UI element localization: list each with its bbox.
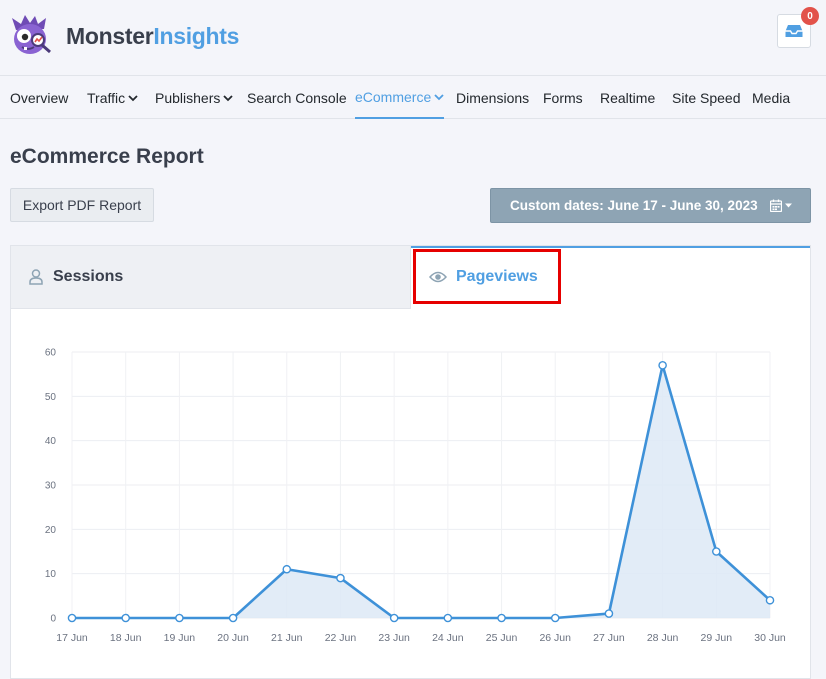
x-tick-label: 29 Jun [701, 632, 733, 644]
nav-item-label: Media [752, 89, 791, 106]
logo[interactable]: MonsterInsights [10, 14, 239, 58]
nav-item-label: Site Speed [672, 89, 741, 106]
nav-item-dimensions[interactable]: Dimensions [456, 76, 529, 119]
x-tick-label: 28 Jun [647, 632, 679, 644]
inbox-icon [785, 25, 803, 37]
y-tick-label: 20 [45, 525, 57, 536]
data-point[interactable] [336, 573, 345, 583]
chevron-down-icon [128, 94, 138, 101]
data-point[interactable] [604, 609, 614, 618]
data-point[interactable] [712, 547, 721, 556]
report-nav: Overview Traffic Publishers Search Conso… [0, 75, 826, 119]
monster-mascot-icon [12, 15, 51, 54]
date-range-button[interactable]: Custom dates: June 17 - June 30, 2023 [490, 188, 811, 223]
y-tick-label: 30 [45, 481, 57, 492]
x-tick-label: 22 Jun [325, 632, 357, 644]
data-point[interactable] [67, 613, 77, 623]
nav-item-label: Publishers [155, 89, 221, 106]
y-tick-label: 0 [50, 614, 56, 625]
export-pdf-button[interactable]: Export PDF Report [10, 188, 154, 222]
data-point[interactable] [121, 613, 130, 623]
x-tick-label: 18 Jun [110, 632, 142, 644]
x-tick-label: 17 Jun [56, 632, 88, 644]
nav-item-realtime[interactable]: Realtime [600, 76, 655, 119]
tab-pageviews-content: Pageviews [429, 268, 538, 286]
chevron-down-icon [434, 93, 444, 100]
data-point[interactable] [282, 564, 292, 574]
x-tick-label: 27 Jun [593, 632, 625, 644]
date-picker-toggle [770, 199, 792, 212]
x-tick-label: 30 Jun [754, 632, 786, 644]
x-tick-label: 23 Jun [378, 632, 410, 644]
logo-text: MonsterInsights [66, 23, 239, 50]
data-point[interactable] [389, 613, 399, 623]
user-icon [29, 269, 43, 285]
nav-item-label: Overview [10, 89, 69, 106]
data-point[interactable] [228, 613, 238, 623]
nav-item-search-console[interactable]: Search Console [247, 76, 347, 119]
nav-item-forms[interactable]: Forms [543, 76, 583, 119]
chevron-down-icon [223, 94, 234, 101]
y-tick-label: 10 [45, 569, 57, 580]
nav-item-label: Dimensions [456, 89, 530, 106]
data-point[interactable] [443, 613, 453, 623]
nav-item-traffic[interactable]: Traffic [87, 76, 138, 119]
header: MonsterInsights 0 [0, 0, 826, 75]
chart-area-fill [72, 365, 770, 618]
data-point[interactable] [550, 613, 560, 623]
tab-sessions-label: Sessions [53, 268, 124, 285]
calendar-icon [770, 199, 782, 212]
nav-item-site-speed[interactable]: Site Speed [672, 76, 741, 119]
x-tick-label: 26 Jun [539, 632, 571, 644]
nav-item-label: Forms [543, 89, 583, 106]
nav-item-publishers[interactable]: Publishers [155, 76, 234, 119]
data-point[interactable] [497, 613, 506, 623]
data-point[interactable] [765, 595, 775, 605]
nav-item-label: Realtime [600, 89, 656, 106]
tab-pageviews-label: Pageviews [456, 268, 538, 285]
data-point[interactable] [175, 613, 184, 623]
notification-count-badge: 0 [801, 7, 819, 25]
nav-item-label: eCommerce [355, 88, 432, 105]
nav-item-overview[interactable]: Overview [10, 76, 68, 119]
y-tick-label: 60 [45, 348, 57, 359]
tab-pageviews[interactable]: Pageviews [411, 246, 810, 309]
x-tick-label: 24 Jun [432, 632, 464, 644]
nav-item-ecommerce[interactable]: eCommerce [355, 76, 445, 119]
x-tick-label: 21 Jun [271, 632, 303, 644]
y-tick-label: 50 [45, 392, 57, 403]
logo-word-insights: Insights [153, 22, 240, 49]
x-tick-label: 25 Jun [486, 632, 518, 644]
eye-icon [429, 271, 447, 283]
logo-word-monster: Monster [66, 22, 154, 49]
y-tick-label: 40 [45, 436, 57, 447]
page-title: eCommerce Report [10, 145, 204, 168]
nav-item-label: Traffic [87, 89, 126, 106]
x-tick-label: 19 Jun [164, 632, 196, 644]
date-range-label: Custom dates: June 17 - June 30, 2023 [510, 198, 758, 213]
chart-series-line [72, 364, 771, 620]
data-point[interactable] [658, 360, 667, 370]
caret-down-icon [785, 203, 792, 208]
x-tick-label: 20 Jun [217, 632, 249, 644]
nav-item-media[interactable]: Media [752, 76, 790, 119]
tab-sessions[interactable]: Sessions [11, 246, 411, 309]
nav-item-label: Search Console [247, 89, 347, 106]
